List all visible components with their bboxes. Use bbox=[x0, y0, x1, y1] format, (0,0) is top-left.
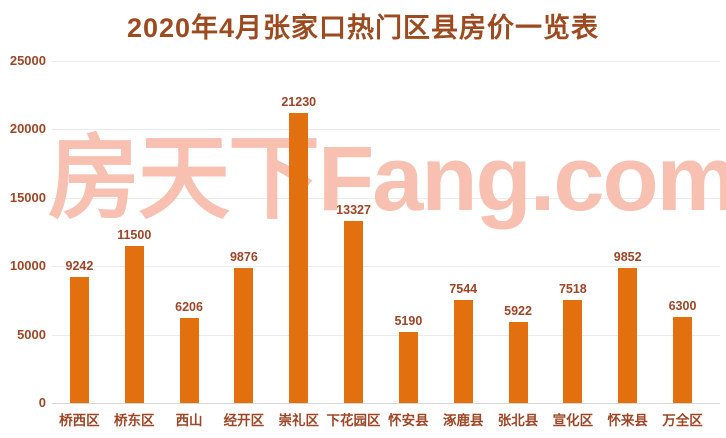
bar bbox=[344, 220, 364, 403]
y-tick-label: 5000 bbox=[17, 326, 46, 342]
x-category-label: 经开区 bbox=[223, 413, 265, 428]
y-tick-label: 0 bbox=[38, 395, 46, 410]
y-tick-label: 15000 bbox=[9, 189, 46, 205]
bar bbox=[398, 332, 418, 403]
bars-container: 9242 11500 6206 9876 21230 13327 5190 7544 5922 7… bbox=[52, 61, 710, 403]
bar-value-label: 7544 bbox=[449, 281, 478, 296]
bar bbox=[563, 300, 583, 403]
bar-column: 11500 bbox=[107, 228, 162, 403]
bar-column: 21230 bbox=[271, 95, 326, 403]
bar bbox=[453, 299, 473, 403]
gridline bbox=[52, 197, 720, 199]
gridline bbox=[52, 334, 720, 336]
bar-column: 5922 bbox=[491, 304, 546, 403]
x-category-label: 涿鹿县 bbox=[442, 413, 484, 428]
gridline bbox=[52, 266, 720, 268]
bar bbox=[508, 322, 528, 403]
x-category-label: 张北县 bbox=[497, 413, 539, 428]
bar bbox=[179, 318, 199, 403]
bar-value-label: 6300 bbox=[668, 298, 697, 313]
x-category-label: 万全区 bbox=[662, 413, 703, 428]
bar-column: 9876 bbox=[216, 250, 271, 403]
bar bbox=[124, 245, 144, 403]
bar-column: 6206 bbox=[162, 300, 217, 403]
x-category-label: 崇礼区 bbox=[278, 413, 319, 428]
bar bbox=[673, 316, 693, 403]
bar-column: 13327 bbox=[326, 203, 381, 403]
x-category-label: 桥西区 bbox=[59, 413, 100, 428]
bar-column: 6300 bbox=[655, 299, 710, 403]
gridlines bbox=[52, 61, 720, 404]
bar-value-label: 9852 bbox=[613, 250, 642, 265]
bar-value-label: 11500 bbox=[117, 227, 152, 242]
bar-column: 9242 bbox=[52, 259, 107, 403]
chart-title: 2020年4月张家口热门区县房价一览表 bbox=[126, 13, 600, 43]
bar-value-label: 6206 bbox=[175, 300, 203, 315]
x-category-label: 怀来县 bbox=[607, 413, 648, 428]
bar-value-label: 9876 bbox=[229, 249, 258, 264]
y-axis-labels: 0 5000 10000 15000 20000 25000 bbox=[0, 53, 46, 410]
y-tick-label: 25000 bbox=[9, 53, 46, 68]
bar-value-label: 21230 bbox=[281, 94, 317, 109]
x-category-label: 宣化区 bbox=[552, 413, 594, 428]
bar-value-label: 9242 bbox=[65, 258, 94, 273]
x-category-label: 桥东区 bbox=[113, 413, 155, 428]
x-category-label: 怀安县 bbox=[388, 413, 429, 428]
bar-column: 7518 bbox=[545, 282, 600, 403]
watermark: 房天下Fang.com bbox=[48, 128, 726, 230]
bar-value-label: 7518 bbox=[558, 282, 587, 297]
bar bbox=[234, 267, 254, 403]
y-tick-label: 20000 bbox=[9, 121, 46, 137]
y-tick-label: 10000 bbox=[9, 258, 46, 274]
bar-column: 7544 bbox=[436, 282, 491, 403]
plot-region: 房天下Fang.com 0 5000 10000 15000 20000 25000 92… bbox=[0, 53, 726, 410]
x-axis-labels: 桥西区 桥东区 西山 经开区 崇礼区 下花园区 怀安县 涿鹿县 张北县 宣化区 怀来县 万全区 bbox=[52, 409, 710, 429]
bar-column: 5190 bbox=[381, 314, 436, 403]
bar-column: 9852 bbox=[600, 250, 655, 403]
gridline bbox=[52, 61, 720, 62]
gridline bbox=[52, 129, 720, 131]
x-category-label: 下花园区 bbox=[326, 413, 381, 428]
x-category-label: 西山 bbox=[175, 413, 203, 428]
bar bbox=[618, 268, 638, 403]
bar-value-label: 5922 bbox=[504, 304, 532, 318]
bar-value-label: 5190 bbox=[394, 314, 423, 328]
bar bbox=[289, 112, 309, 403]
bar-value-label: 13327 bbox=[336, 202, 371, 217]
x-axis-line bbox=[52, 403, 720, 404]
bar bbox=[69, 276, 89, 403]
